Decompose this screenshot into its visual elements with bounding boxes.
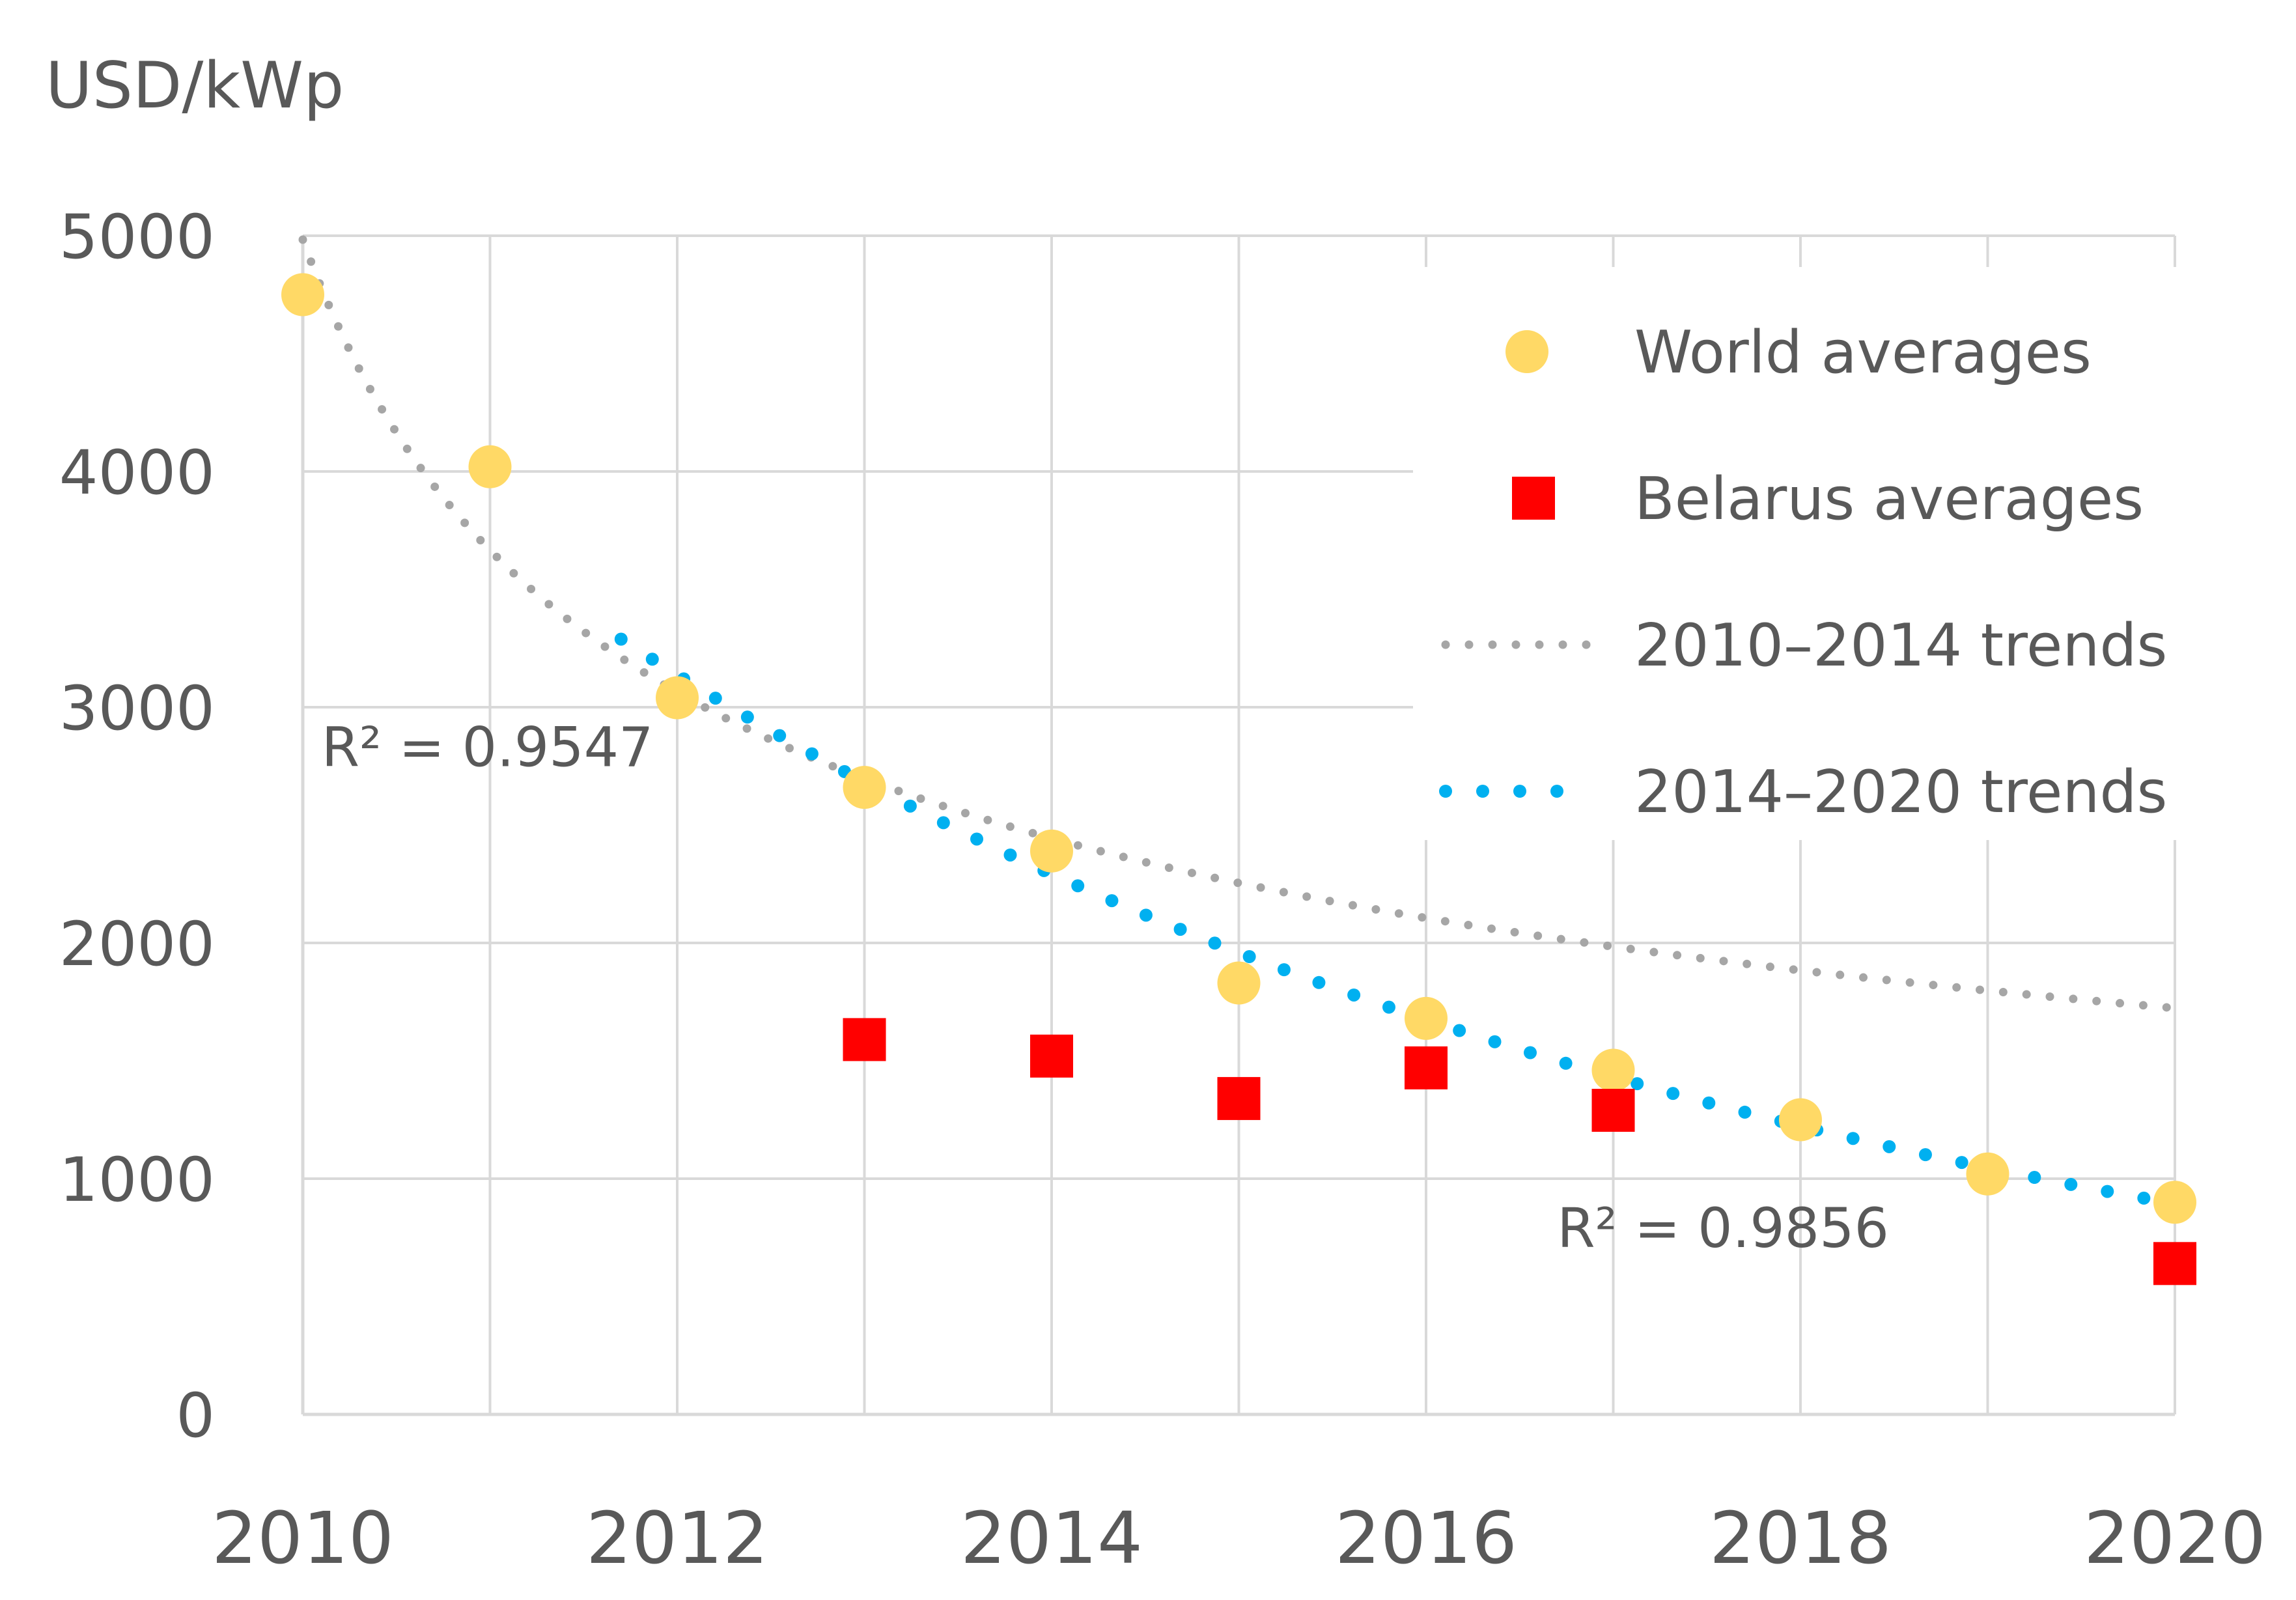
legend-label: 2014–2020 trends [1634, 758, 2167, 826]
data-points [281, 273, 2196, 1285]
belarus-average-point [1405, 1046, 1448, 1089]
belarus-average-point [1030, 1034, 1073, 1078]
world-average-point [1591, 1048, 1635, 1092]
y-tick-label: 4000 [59, 438, 215, 509]
r2-label: R² = 0.9547 [322, 716, 654, 779]
y-tick-label: 0 [176, 1381, 215, 1452]
world-average-point [1779, 1098, 1822, 1142]
y-tick-label: 5000 [59, 202, 215, 273]
belarus-average-point [843, 1018, 886, 1061]
world-average-point [1217, 961, 1261, 1005]
legend-belarus-marker [1512, 477, 1555, 520]
tick-labels: 0 1000 2000 3000 4000 5000 2010 2012 2014 2016 201… [59, 202, 2266, 1580]
y-tick-label: 3000 [59, 673, 215, 744]
world-average-point [843, 766, 886, 809]
x-tick-label: 2018 [1709, 1496, 1892, 1580]
y-axis-label: USD/kWp [46, 49, 344, 123]
x-tick-label: 2016 [1335, 1496, 1517, 1580]
legend-world-marker [1505, 330, 1548, 373]
legend-background [1413, 267, 2273, 840]
y-tick-label: 1000 [59, 1145, 215, 1216]
legend-label: 2010–2014 trends [1634, 611, 2167, 680]
r2-labels: R² = 0.9547 R² = 0.9856 [322, 716, 1889, 1260]
belarus-average-point [2153, 1242, 2196, 1285]
trend-line-2010-2014 [298, 235, 2179, 1013]
legend-label: Belarus averages [1634, 465, 2144, 533]
world-average-point [1966, 1152, 2009, 1196]
r2-label: R² = 0.9856 [1557, 1196, 1889, 1260]
world-average-point [1405, 996, 1448, 1040]
world-average-point [1030, 829, 1073, 873]
world-average-point [2153, 1181, 2196, 1224]
x-tick-label: 2020 [2084, 1496, 2266, 1580]
y-tick-label: 2000 [59, 909, 215, 980]
x-tick-label: 2012 [586, 1496, 768, 1580]
belarus-average-point [1217, 1076, 1261, 1120]
axes [301, 236, 2175, 1416]
x-tick-label: 2010 [212, 1496, 394, 1580]
world-average-point [281, 273, 324, 316]
legend: World averages Belarus averages 2010–2014 … [1439, 318, 2167, 826]
belarus-average-point [1591, 1089, 1635, 1132]
world-average-point [468, 445, 512, 488]
world-average-point [656, 676, 699, 720]
legend-label: World averages [1634, 318, 2092, 387]
x-tick-label: 2014 [960, 1496, 1143, 1580]
